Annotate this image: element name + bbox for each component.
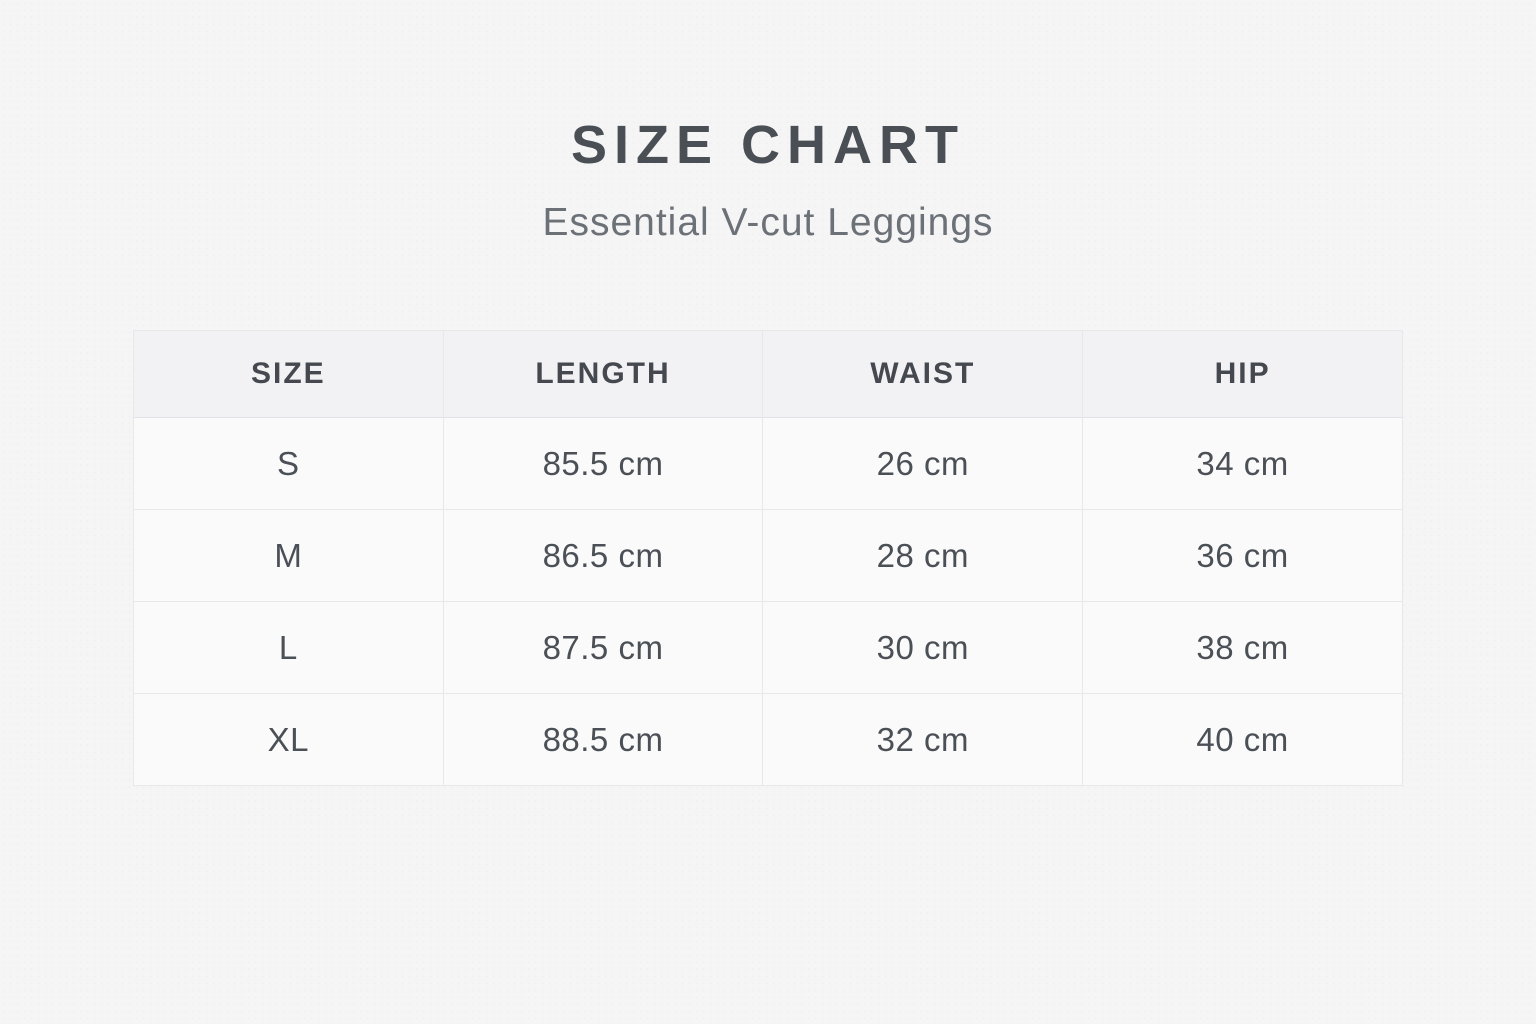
hip-cell: 40 cm — [1082, 693, 1403, 787]
hip-cell: 38 cm — [1082, 601, 1403, 695]
size-cell: M — [133, 509, 444, 603]
size-cell: S — [133, 417, 444, 511]
table-header-row: SIZE LENGTH WAIST HIP — [133, 330, 1403, 419]
table-row-l: L 87.5 cm 30 cm 38 cm — [133, 601, 1403, 695]
table-row-s: S 85.5 cm 26 cm 34 cm — [133, 417, 1403, 511]
page-title: SIZE CHART — [571, 115, 965, 175]
waist-cell: 32 cm — [762, 693, 1084, 787]
page-subtitle: Essential V-cut Leggings — [542, 201, 994, 245]
table-row-xl: XL 88.5 cm 32 cm 40 cm — [133, 693, 1403, 787]
column-header-hip: HIP — [1082, 330, 1403, 419]
length-cell: 88.5 cm — [442, 693, 764, 787]
length-cell: 85.5 cm — [442, 417, 764, 511]
hip-cell: 36 cm — [1082, 509, 1403, 603]
size-chart-table: SIZE LENGTH WAIST HIP S 85.5 cm 26 cm 34… — [133, 330, 1403, 787]
waist-cell: 26 cm — [762, 417, 1084, 511]
length-cell: 87.5 cm — [442, 601, 764, 695]
chart-header: SIZE CHART Essential V-cut Leggings — [0, 115, 1536, 246]
size-cell: XL — [133, 693, 444, 787]
table-row-m: M 86.5 cm 28 cm 36 cm — [133, 509, 1403, 603]
waist-cell: 30 cm — [762, 601, 1084, 695]
column-header-waist: WAIST — [762, 330, 1084, 419]
length-cell: 86.5 cm — [442, 509, 764, 603]
hip-cell: 34 cm — [1082, 417, 1403, 511]
waist-cell: 28 cm — [762, 509, 1084, 603]
column-header-size: SIZE — [133, 330, 444, 419]
size-cell: L — [133, 601, 444, 695]
column-header-length: LENGTH — [442, 330, 764, 419]
